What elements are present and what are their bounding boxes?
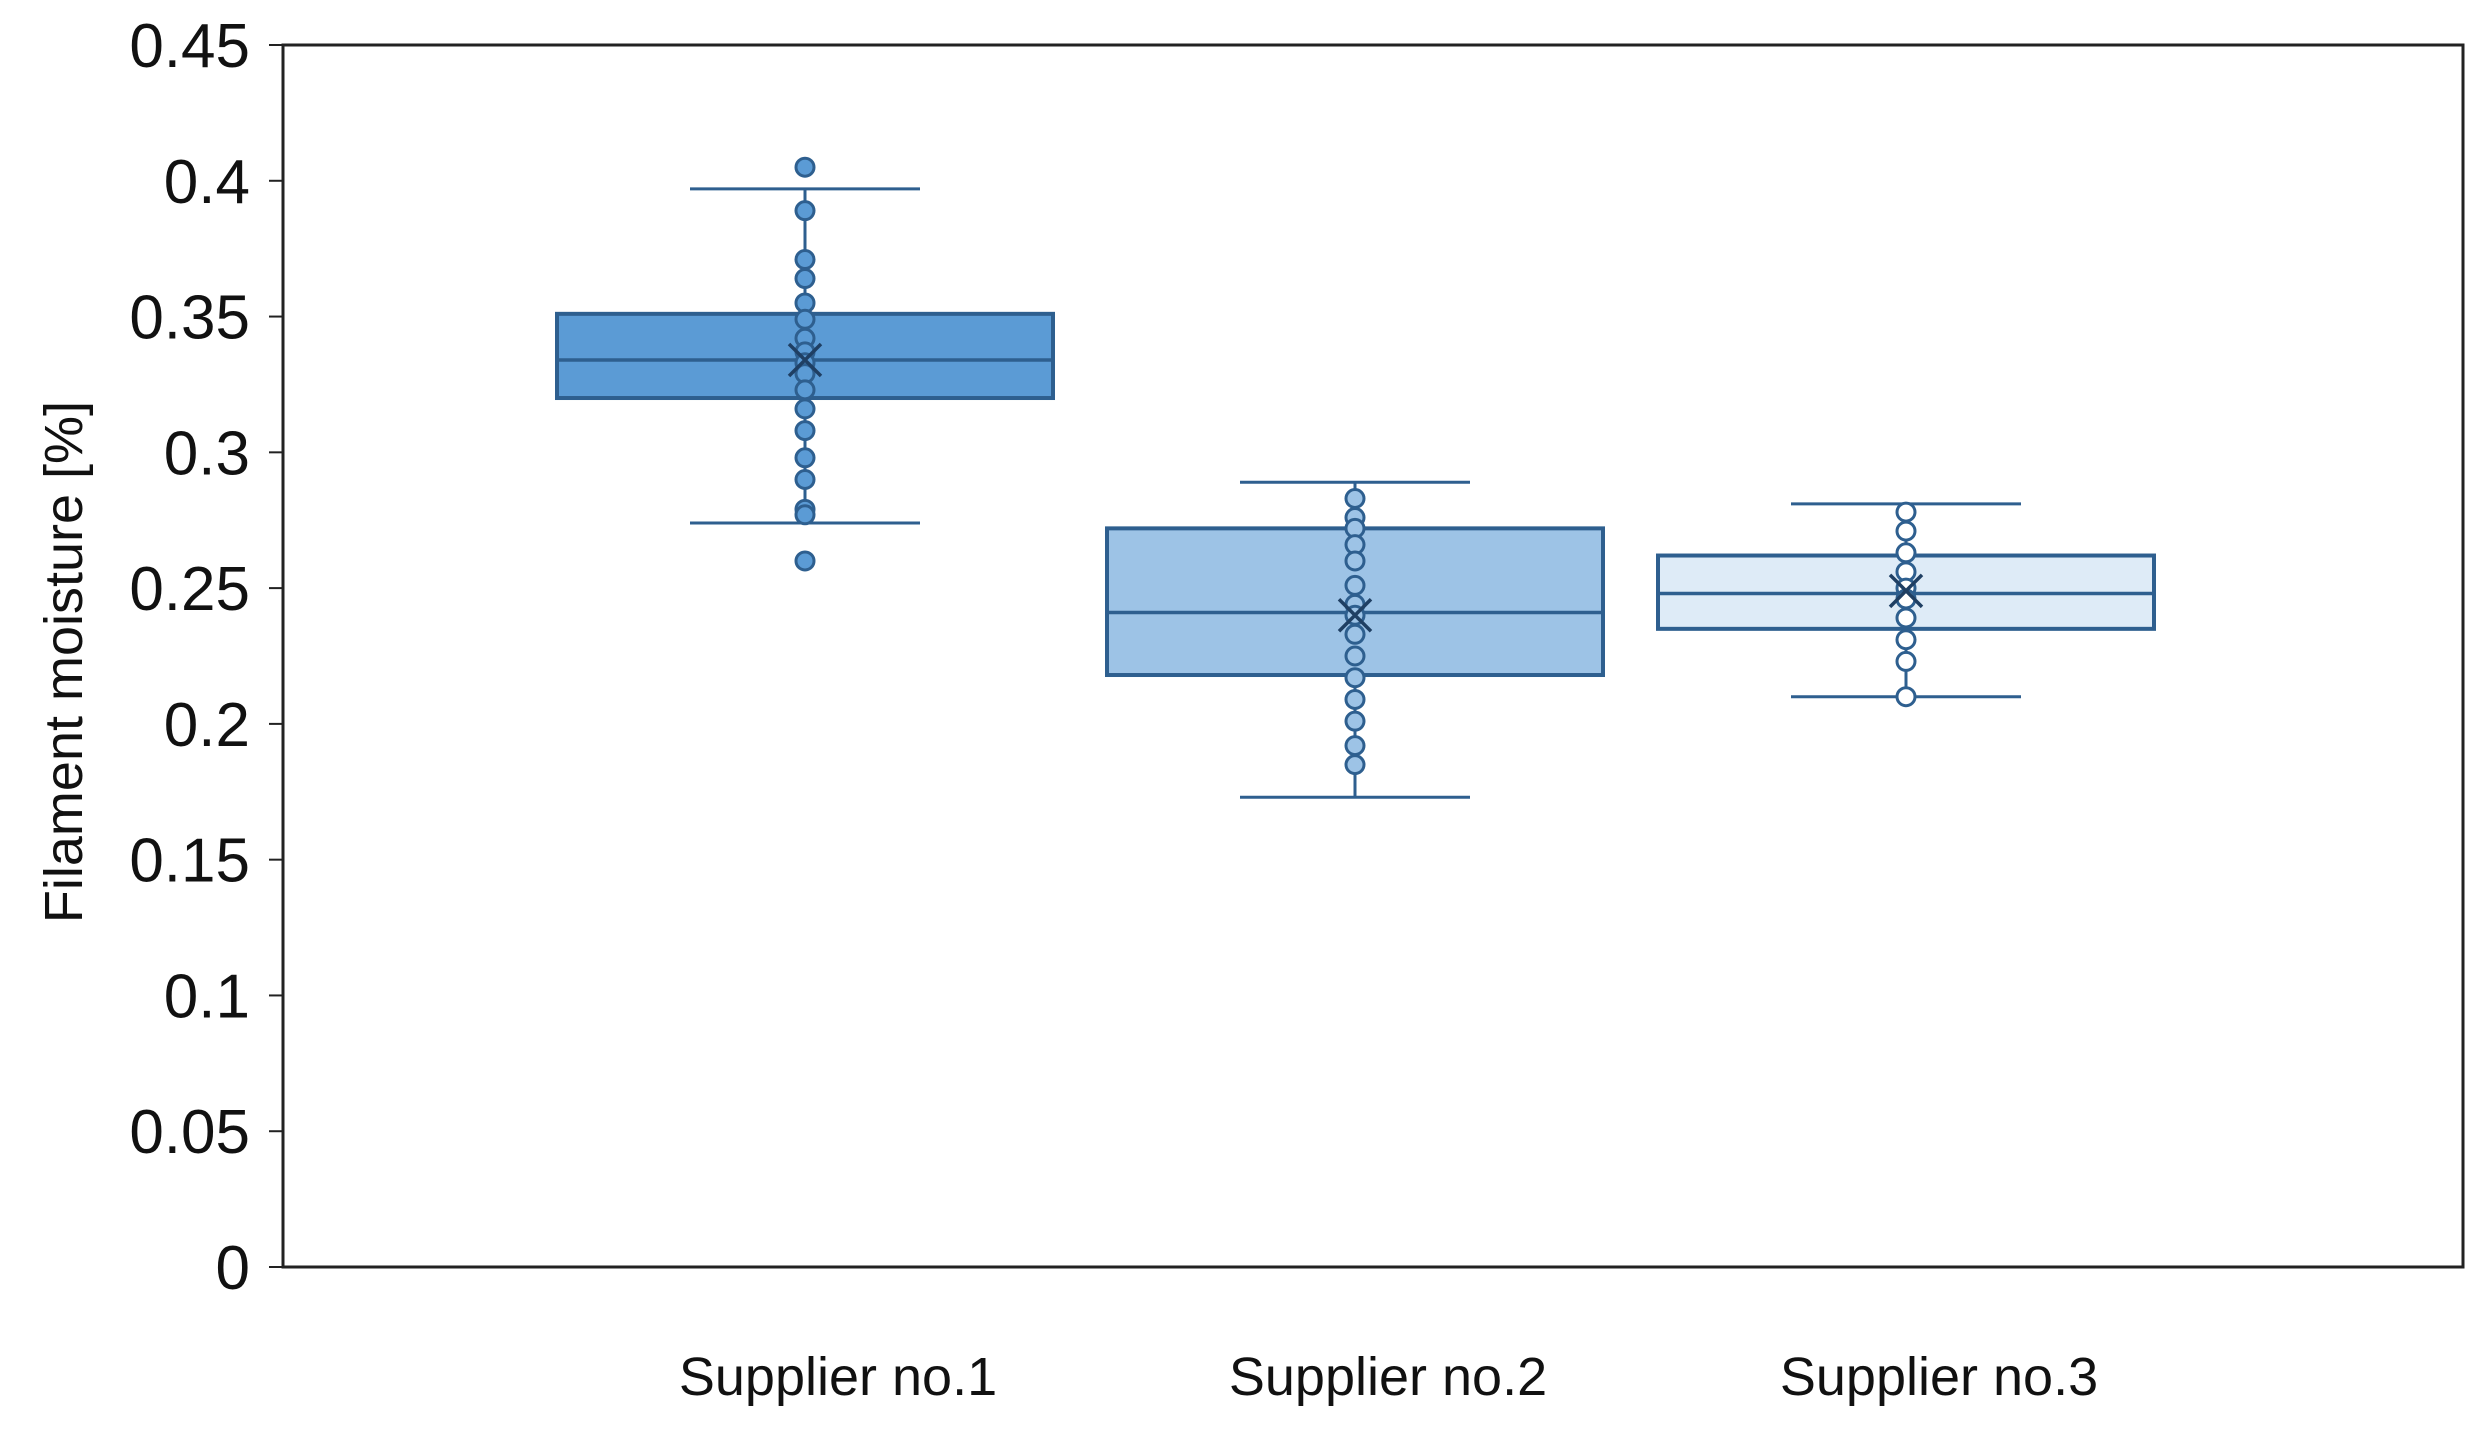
y-tick-label: 0.05 xyxy=(129,1098,250,1167)
data-point xyxy=(1895,520,1917,542)
data-point xyxy=(1895,650,1917,672)
y-tick-label: 0.45 xyxy=(129,12,250,81)
mean-marker xyxy=(787,342,823,378)
y-axis-label: Filament moisture [%] xyxy=(34,401,94,923)
y-tick-label: 0.1 xyxy=(164,962,250,1031)
plot-frame xyxy=(281,43,2465,1269)
data-point xyxy=(794,504,816,526)
data-point xyxy=(1344,667,1366,689)
data-point xyxy=(794,398,816,420)
data-point xyxy=(794,249,816,271)
x-tick-label: Supplier no.2 xyxy=(1229,1347,1547,1407)
box-group xyxy=(1105,480,1605,799)
data-point xyxy=(1344,623,1366,645)
y-tick-label: 0 xyxy=(216,1234,250,1303)
y-axis: 0 0.05 0.1 0.15 0.2 0.25 0.3 0.35 0.4 0.45 xyxy=(129,12,283,1303)
data-point xyxy=(794,420,816,442)
y-tick-label: 0.3 xyxy=(164,419,250,488)
mean-marker xyxy=(1337,598,1373,633)
y-tick-label: 0.4 xyxy=(164,148,250,217)
data-point xyxy=(1895,629,1917,651)
data-point xyxy=(1344,574,1366,596)
data-point xyxy=(1344,688,1366,710)
data-point xyxy=(1344,550,1366,572)
x-tick-label: Supplier no.1 xyxy=(679,1347,997,1407)
data-point xyxy=(794,379,816,401)
mean-marker xyxy=(1888,573,1924,609)
box-group xyxy=(1656,501,2156,708)
data-point xyxy=(794,447,816,469)
y-tick-label: 0.2 xyxy=(164,691,250,760)
data-point xyxy=(794,308,816,330)
data-point xyxy=(1344,487,1366,509)
data-point xyxy=(794,200,816,222)
box-group xyxy=(555,156,1055,572)
data-point xyxy=(1344,710,1366,732)
data-point xyxy=(794,268,816,290)
y-tick-label: 0.35 xyxy=(129,284,250,353)
data-point xyxy=(794,156,816,178)
data-point xyxy=(794,550,816,572)
x-axis: Supplier no.1 Supplier no.2 Supplier no.3 xyxy=(679,1347,2098,1407)
data-point xyxy=(1895,501,1917,523)
data-point xyxy=(1344,645,1366,667)
y-tick-label: 0.15 xyxy=(129,827,250,896)
y-tick-label: 0.25 xyxy=(129,555,250,624)
x-tick-label: Supplier no.3 xyxy=(1780,1347,2098,1407)
data-point xyxy=(794,468,816,490)
data-point xyxy=(1895,542,1917,564)
data-point xyxy=(1344,735,1366,757)
data-point xyxy=(1895,686,1917,708)
boxes xyxy=(555,156,2156,799)
data-point xyxy=(1344,754,1366,776)
data-point xyxy=(1895,607,1917,629)
